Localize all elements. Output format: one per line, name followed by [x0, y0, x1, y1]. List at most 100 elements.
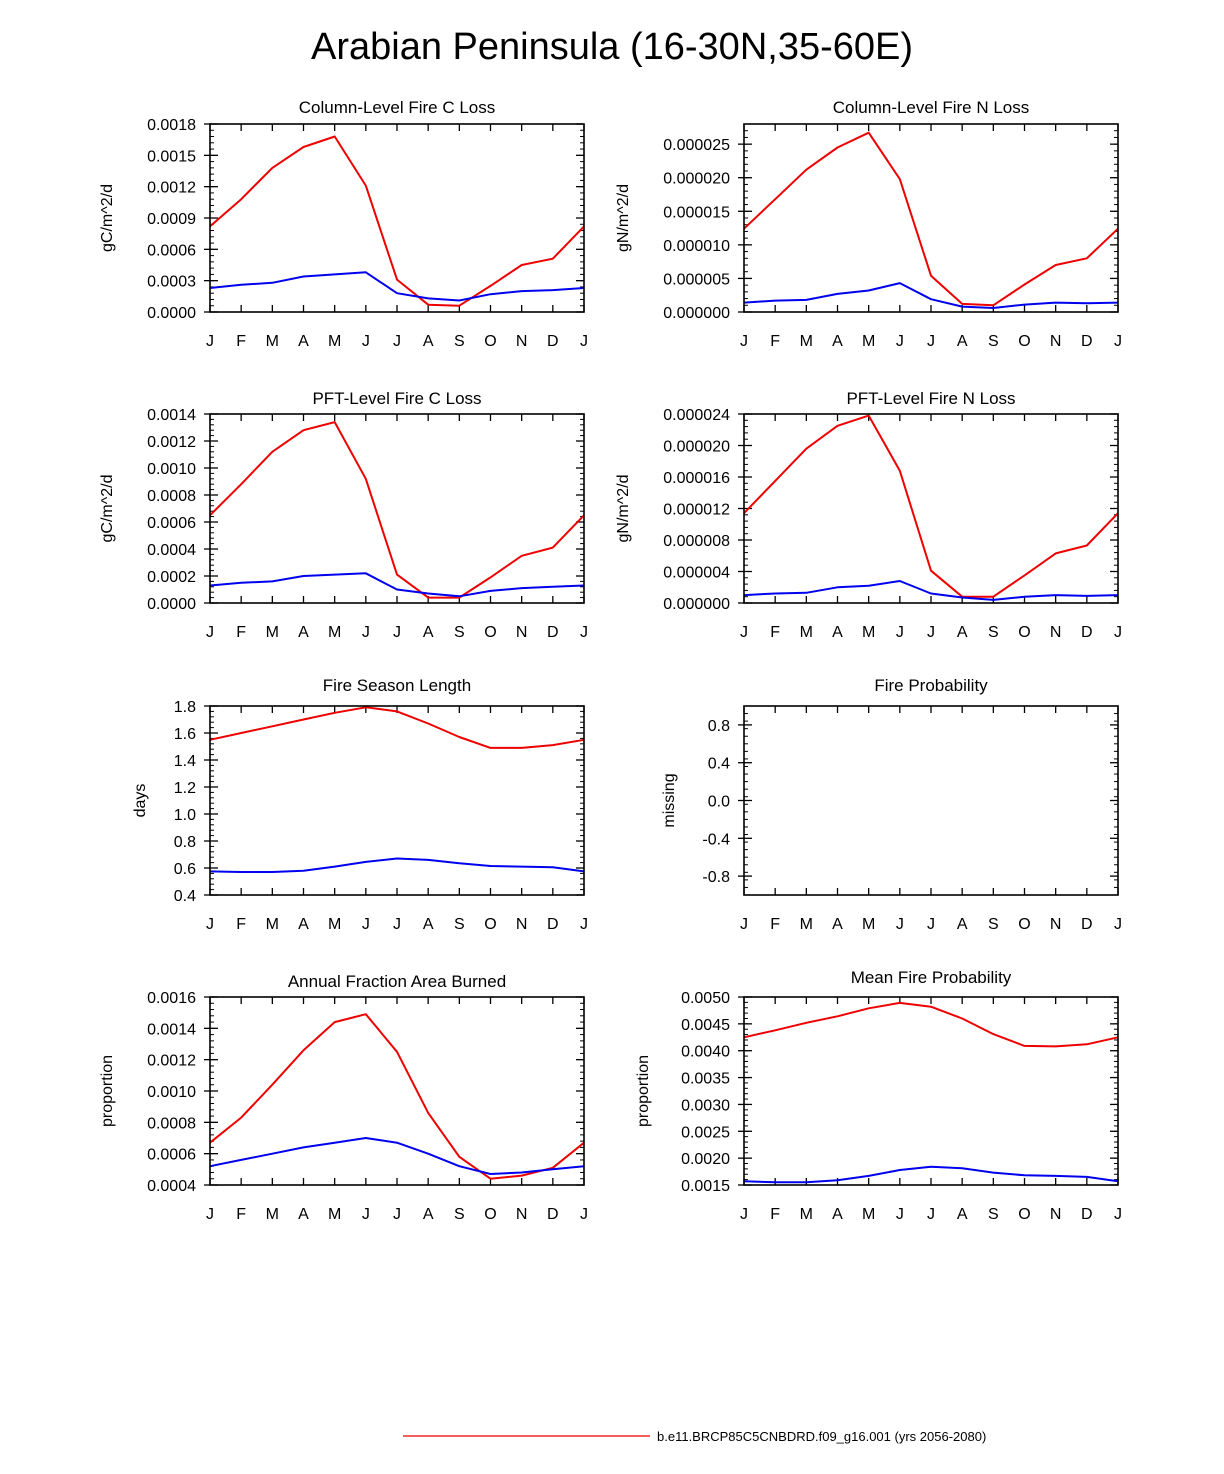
y-tick-label: 0.0018: [147, 117, 196, 134]
x-tick-label: O: [1018, 333, 1030, 350]
x-tick-label: N: [516, 624, 528, 641]
x-tick-label: J: [362, 333, 370, 350]
series-line-blue: [743, 282, 1119, 309]
x-tick-label: J: [740, 333, 748, 350]
x-tick-label: M: [328, 624, 341, 641]
x-tick-label: J: [896, 916, 904, 933]
chart-panel-1: Column-Level Fire C Loss gC/m^2/d J F M A M J J A…: [99, 98, 588, 350]
x-tick-label: J: [1114, 916, 1122, 933]
plot-frame: [743, 996, 1119, 1186]
y-tick-label: 0.000000: [663, 596, 730, 613]
chart-panel-2: Column-Level Fire N Loss gN/m^2/d J F M A M J J A…: [615, 98, 1122, 350]
y-tick-label: 0.000005: [663, 271, 730, 288]
x-tick-label: S: [988, 916, 999, 933]
x-tick-label: M: [862, 916, 875, 933]
panel-title: Fire Probability: [874, 676, 988, 695]
series-line-red: [209, 135, 585, 307]
x-tick-label: M: [328, 333, 341, 350]
x-tick-label: J: [896, 624, 904, 641]
y-tick-label: 0.0025: [681, 1124, 730, 1141]
x-tick-label: J: [740, 916, 748, 933]
x-tick-label: J: [362, 916, 370, 933]
x-tick-label: A: [957, 333, 968, 350]
x-tick-label: D: [547, 624, 559, 641]
legend-label: b.e11.BRCP85C5CNBDRD.f09_g16.001 (yrs 20…: [657, 1429, 986, 1444]
x-tick-label: J: [896, 333, 904, 350]
y-tick-label: 0.000025: [663, 137, 730, 154]
x-tick-label: S: [454, 624, 465, 641]
chart-panel-8: Mean Fire Probability proportion J F M A M J J A S…: [635, 968, 1122, 1223]
y-tick-label: 0.0015: [681, 1178, 730, 1195]
y-tick-label: 1.4: [174, 753, 196, 770]
y-tick-label: 0.0010: [147, 461, 196, 478]
x-tick-label: J: [580, 333, 588, 350]
y-tick-label: 0.6: [174, 861, 196, 878]
series-line-blue: [209, 572, 585, 598]
x-tick-label: F: [236, 624, 246, 641]
y-tick-label: 0.000010: [663, 238, 730, 255]
plot-frame: [209, 123, 585, 313]
y-tick-label: 0.000000: [663, 305, 730, 322]
series-line-blue: [209, 857, 585, 873]
x-tick-label: O: [484, 624, 496, 641]
page-title: Arabian Peninsula (16-30N,35-60E): [310, 26, 914, 68]
y-tick-label: 1.2: [174, 780, 196, 797]
plot-frame: [209, 705, 585, 896]
y-tick-label: 0.0010: [147, 1084, 196, 1101]
x-tick-label: J: [740, 1206, 748, 1223]
x-tick-label: O: [1018, 1206, 1030, 1223]
y-tick-label: 0.0030: [681, 1097, 730, 1114]
plot-frame: [743, 123, 1119, 313]
x-tick-label: N: [1050, 1206, 1062, 1223]
y-tick-label: 0.0015: [147, 148, 196, 165]
x-tick-label: F: [236, 916, 246, 933]
y-axis-label: missing: [661, 773, 678, 827]
y-tick-label: 0.0014: [147, 407, 196, 424]
x-tick-label: A: [423, 624, 434, 641]
x-tick-label: D: [1081, 624, 1093, 641]
series-line-red: [743, 131, 1119, 307]
x-tick-label: J: [1114, 1206, 1122, 1223]
x-tick-label: J: [927, 916, 935, 933]
x-tick-label: A: [423, 1206, 434, 1223]
y-tick-label: 0.0008: [147, 488, 196, 505]
x-tick-label: M: [862, 333, 875, 350]
x-tick-label: O: [484, 333, 496, 350]
chart-panel-5: Fire Season Length days J F M A M J J A S O N D J 0.4 0.…: [132, 676, 588, 933]
x-tick-label: J: [1114, 333, 1122, 350]
y-tick-label: 0.0040: [681, 1044, 730, 1061]
y-tick-label: 0.0006: [147, 242, 196, 259]
plot-frame: [743, 705, 1119, 896]
panel-title: Column-Level Fire C Loss: [299, 98, 496, 117]
y-axis-label: proportion: [635, 1055, 652, 1127]
x-tick-label: J: [580, 1206, 588, 1223]
y-tick-label: 0.4: [708, 756, 730, 773]
y-tick-label: 0.0006: [147, 515, 196, 532]
y-tick-label: 0.0006: [147, 1147, 196, 1164]
x-tick-label: A: [423, 333, 434, 350]
y-tick-label: 0.0002: [147, 569, 196, 586]
x-tick-label: M: [862, 1206, 875, 1223]
y-tick-label: 1.6: [174, 726, 196, 743]
y-axis-label: gC/m^2/d: [99, 184, 116, 252]
x-tick-label: O: [484, 916, 496, 933]
y-tick-label: 0.4: [174, 888, 196, 905]
y-tick-label: 0.0012: [147, 434, 196, 451]
x-tick-label: A: [957, 916, 968, 933]
y-tick-label: 0.000012: [663, 502, 730, 519]
y-tick-label: 0.8: [708, 718, 730, 735]
x-tick-label: M: [328, 916, 341, 933]
x-tick-label: J: [580, 916, 588, 933]
y-tick-label: 0.0020: [681, 1151, 730, 1168]
x-tick-label: M: [800, 1206, 813, 1223]
x-tick-label: S: [988, 333, 999, 350]
x-tick-label: J: [927, 333, 935, 350]
plot-frame: [209, 413, 585, 604]
x-tick-label: M: [266, 1206, 279, 1223]
plot-frame: [209, 996, 585, 1186]
y-tick-label: 0.0045: [681, 1017, 730, 1034]
panel-title: Column-Level Fire N Loss: [833, 98, 1030, 117]
y-tick-label: 0.000020: [663, 171, 730, 188]
y-tick-label: 0.0000: [147, 596, 196, 613]
y-tick-label: 0.0003: [147, 274, 196, 291]
